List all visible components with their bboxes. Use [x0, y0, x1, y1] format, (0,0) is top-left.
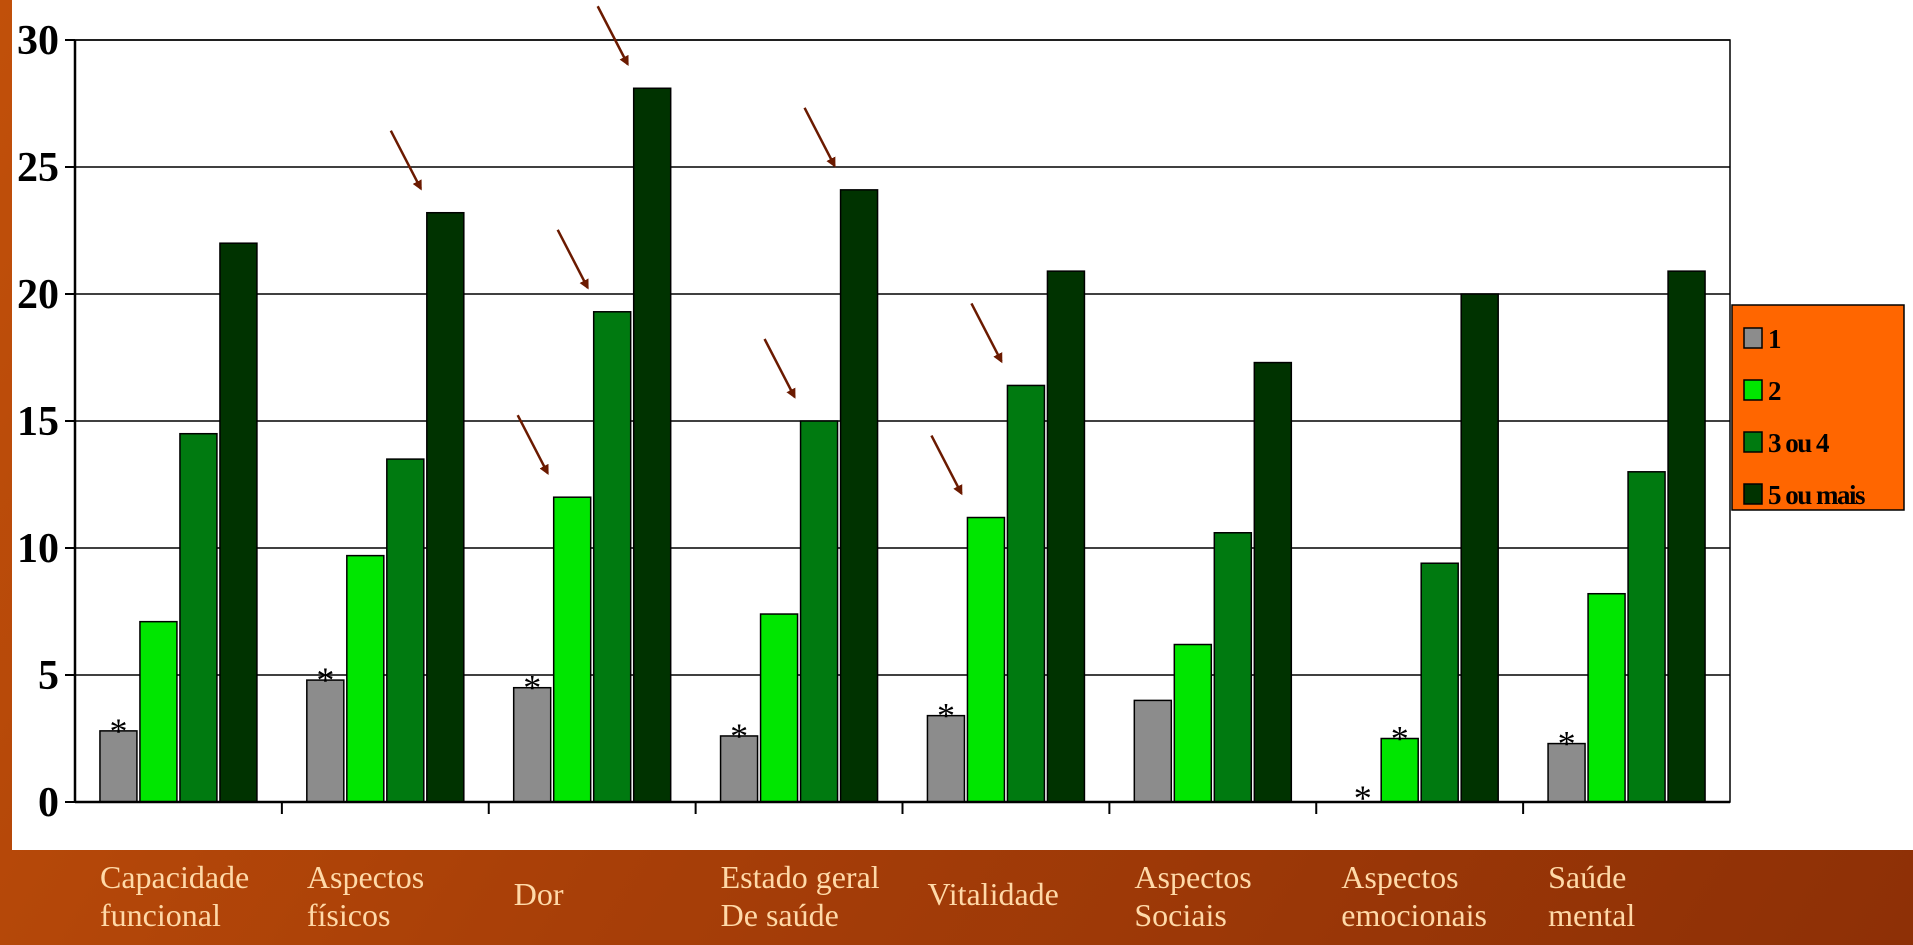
x-category-label-line: Aspectos [1134, 859, 1252, 895]
arrow-marker [763, 338, 796, 399]
bar-5-ou-mais [1667, 270, 1706, 803]
bar-5-ou-mais [1253, 361, 1293, 803]
bar-1 [1133, 699, 1173, 803]
significance-star: * [523, 668, 541, 708]
bar-1 [926, 714, 966, 803]
bar-3-ou-4 [592, 311, 632, 803]
significance-star: * [316, 660, 334, 700]
x-category-label-line: Estado geral [720, 859, 880, 895]
x-category-label-line: Capacidade [100, 859, 250, 895]
x-category-label: Vitalidade [928, 875, 1059, 913]
significance-star: * [1558, 724, 1576, 764]
bar-2 [139, 620, 178, 803]
x-category-label: Aspectos emocionais [1341, 858, 1487, 934]
arrow-marker [556, 229, 589, 290]
arrow-marker [803, 107, 836, 168]
bar-3-ou-4 [386, 458, 425, 803]
legend-swatch [1743, 431, 1763, 453]
significance-star: * [1391, 719, 1409, 759]
y-tick-label: 5 [38, 653, 59, 699]
x-category-label: Aspectos Sociais [1134, 858, 1251, 934]
legend-label: 1 [1768, 324, 1781, 354]
axes [65, 39, 1731, 814]
x-category-label-line: Vitalidade [927, 876, 1059, 912]
bar-3-ou-4 [1627, 471, 1666, 803]
y-tick-label: 0 [38, 780, 59, 826]
arrow-marker [596, 5, 629, 67]
annotations: * * * * * * * * [109, 5, 1576, 818]
bar-5-ou-mais [632, 87, 672, 803]
legend-swatch [1743, 327, 1763, 349]
bar-2 [346, 554, 385, 803]
x-category-label-line: Aspectos [1341, 859, 1459, 895]
x-category-label: Capacidade funcional [100, 858, 249, 934]
arrow-marker [970, 302, 1003, 364]
significance-star: * [1354, 778, 1372, 818]
bar-2 [1587, 592, 1626, 803]
y-tick-label: 30 [17, 18, 59, 64]
bar-3-ou-4 [1213, 532, 1253, 803]
bar-3-ou-4 [179, 432, 218, 803]
y-tick-label: 20 [17, 272, 59, 318]
y-tick-labels: 0 5 10 15 20 25 30 [17, 18, 59, 826]
y-tick-label: 25 [17, 145, 59, 191]
x-category-label-line: mental [1548, 897, 1636, 933]
bar-5-ou-mais [426, 211, 465, 803]
x-category-label-line: Aspectos [306, 859, 425, 895]
x-category-label: Dor [514, 875, 564, 913]
bar-5-ou-mais [1460, 293, 1499, 803]
bar-3-ou-4 [799, 420, 839, 803]
arrow-marker [389, 130, 422, 191]
x-category-label-line: Dor [513, 876, 564, 912]
bars [99, 87, 1706, 803]
legend-label: 5 ou mais [1768, 480, 1865, 510]
legend-swatch [1743, 379, 1763, 401]
bar-5-ou-mais [1046, 270, 1086, 803]
arrow-marker [516, 414, 549, 475]
legend-swatch [1743, 483, 1763, 505]
x-category-label-line: funcional [100, 897, 221, 933]
x-category-label-line: físicos [306, 897, 391, 933]
bar-3-ou-4 [1420, 562, 1459, 803]
bar-2 [759, 613, 799, 803]
bar-2 [966, 516, 1006, 803]
bar-1 [1547, 742, 1586, 803]
legend-label: 2 [1768, 376, 1781, 406]
significance-star: * [937, 696, 955, 736]
bar-3-ou-4 [1006, 384, 1046, 803]
y-tick-label: 15 [17, 399, 59, 445]
x-category-label: Estado geral De saúde [721, 858, 880, 934]
bar-1 [99, 730, 138, 803]
arrow-marker [930, 434, 963, 496]
significance-star: * [109, 711, 127, 751]
bar-2 [552, 496, 592, 803]
x-category-label-line: Saúde [1548, 859, 1627, 895]
bar-1 [306, 679, 345, 803]
legend-label: 3 ou 4 [1768, 428, 1829, 458]
bar-5-ou-mais [219, 242, 258, 803]
bar-2 [1380, 737, 1419, 803]
x-category-label: Saúde mental [1548, 858, 1635, 934]
significance-star: * [730, 716, 748, 756]
y-tick-label: 10 [17, 526, 59, 572]
bar-2 [1173, 643, 1213, 803]
legend: 1 2 3 ou 4 5 ou mais [1731, 304, 1905, 511]
bar-1 [719, 735, 759, 803]
x-category-label-line: De saúde [720, 897, 839, 933]
x-category-label: Aspectos físicos [307, 858, 424, 934]
bar-5-ou-mais [839, 189, 879, 803]
x-category-label-line: Sociais [1134, 897, 1227, 933]
x-category-label-line: emocionais [1341, 897, 1487, 933]
